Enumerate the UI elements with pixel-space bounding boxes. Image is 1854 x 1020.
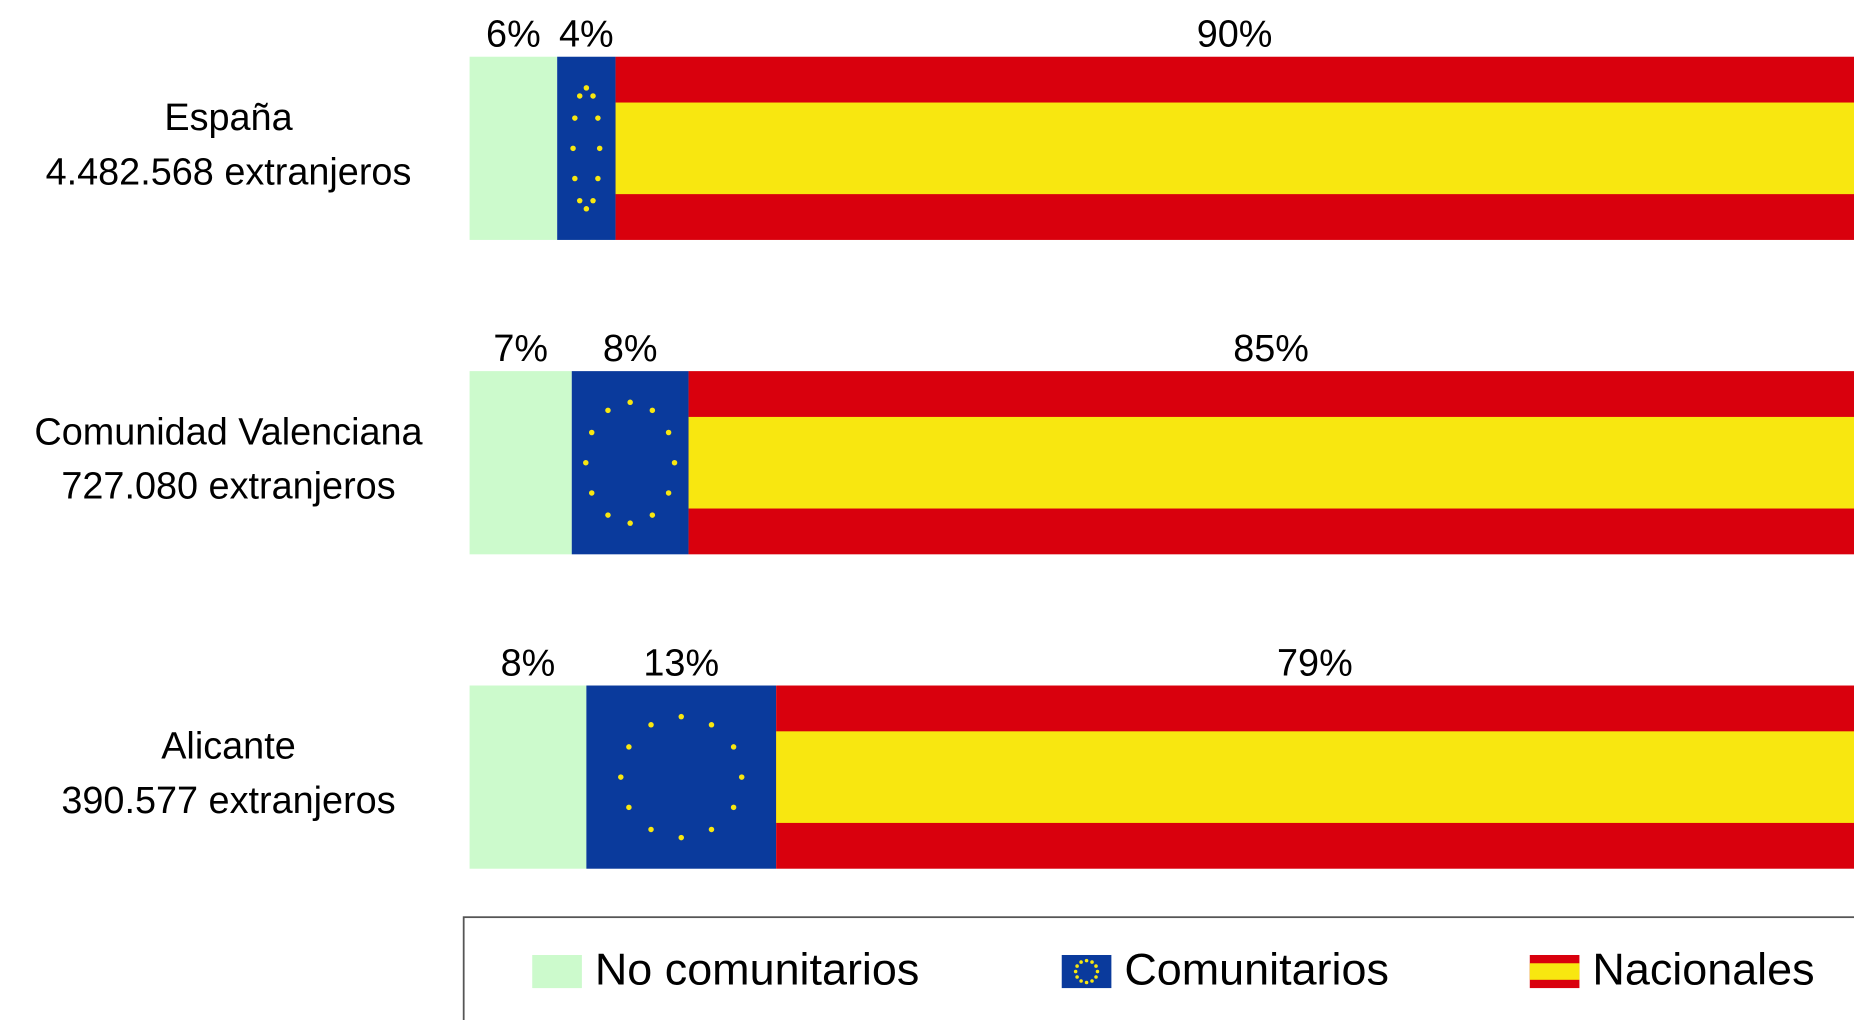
legend: No comunitarios Comunitarios Nacionales [532, 944, 1815, 995]
flag-star [570, 145, 576, 152]
flag-yellow [776, 731, 1854, 823]
flag-star [627, 520, 633, 526]
flag-star [576, 93, 583, 99]
flag-star [730, 804, 737, 811]
legend-swatch [1061, 954, 1112, 989]
flag-star [618, 774, 624, 780]
bar-segment [469, 685, 587, 869]
flag-star [1079, 960, 1083, 964]
flag-star [605, 512, 611, 518]
bar-segment [615, 56, 1854, 240]
flag-star [583, 206, 590, 212]
legend-label: Comunitarios [1124, 944, 1389, 995]
flag-star [1075, 964, 1079, 968]
legend-label: Nacionales [1592, 944, 1814, 995]
flag-star [590, 93, 596, 99]
flag-star [1079, 979, 1083, 983]
category-label: España [164, 97, 293, 139]
flag-star [1090, 979, 1094, 983]
flag-star [671, 459, 678, 466]
category-sublabel: 727.080 extranjeros [61, 466, 395, 508]
flag-star [596, 145, 603, 152]
flag-star [1090, 960, 1094, 964]
flag-blue [557, 56, 616, 240]
flag-yellow [1529, 963, 1580, 980]
flag-star [605, 407, 611, 414]
bar-segment [469, 371, 572, 555]
legend-swatch [532, 954, 582, 989]
bar-segment [557, 56, 616, 240]
flag-star [627, 399, 633, 406]
flag-star [649, 512, 656, 518]
legend-swatch [1529, 954, 1580, 989]
flag-star [1094, 964, 1098, 968]
value-label: 79% [1277, 642, 1353, 684]
category-sublabel: 390.577 extranjeros [61, 780, 395, 822]
value-label: 8% [603, 328, 658, 370]
flag-star [583, 459, 589, 466]
flag-star [738, 774, 745, 780]
bar-segment [571, 371, 689, 555]
value-label: 6% [486, 14, 541, 56]
segment-fill [469, 56, 558, 240]
segment-fill [469, 371, 572, 555]
flag-star [1084, 958, 1089, 963]
segment-fill [469, 685, 587, 869]
flag-yellow [688, 416, 1854, 509]
bar-segment [776, 685, 1854, 869]
value-label: 7% [493, 328, 548, 370]
flag-star [648, 722, 654, 728]
flag-star [678, 713, 684, 720]
flag-star [626, 744, 632, 750]
flag-star [665, 490, 672, 496]
flag-star [1075, 975, 1079, 979]
flag-star [730, 744, 737, 750]
value-label: 13% [643, 642, 719, 684]
category-label: Alicante [161, 726, 296, 768]
category-sublabel: 4.482.568 extranjeros [46, 151, 412, 193]
flag-star [572, 175, 578, 182]
bar-segment [469, 56, 558, 240]
flag-star [576, 197, 583, 204]
flag-star [595, 115, 601, 121]
flag-star [648, 826, 654, 833]
value-label: 4% [559, 14, 614, 56]
flag-star [708, 826, 715, 833]
flag-star [588, 429, 595, 436]
flag-yellow [615, 102, 1854, 195]
value-label: 90% [1197, 14, 1273, 56]
value-label: 8% [501, 642, 556, 684]
legend-box [462, 916, 1854, 1020]
flag-star [595, 175, 601, 182]
flag-star [583, 85, 590, 91]
flag-blue [571, 371, 689, 555]
flag-star [665, 429, 672, 436]
flag-star [708, 722, 715, 728]
flag-star [1094, 975, 1098, 979]
flag-star [590, 197, 596, 204]
bar-segment [688, 371, 1854, 555]
flag-blue [586, 685, 777, 869]
legend-label: No comunitarios [595, 944, 919, 995]
value-label: 85% [1233, 328, 1309, 370]
flag-star [649, 407, 656, 414]
bar-segment [586, 685, 777, 869]
flag-star [1095, 969, 1100, 974]
flag-star [572, 115, 578, 121]
flag-star [1084, 980, 1089, 985]
segment-fill [532, 954, 582, 989]
category-label: Comunidad Valenciana [34, 411, 423, 453]
flag-star [678, 834, 684, 841]
flag-star [1073, 969, 1078, 974]
flag-star [626, 804, 632, 811]
flag-star [588, 490, 595, 496]
